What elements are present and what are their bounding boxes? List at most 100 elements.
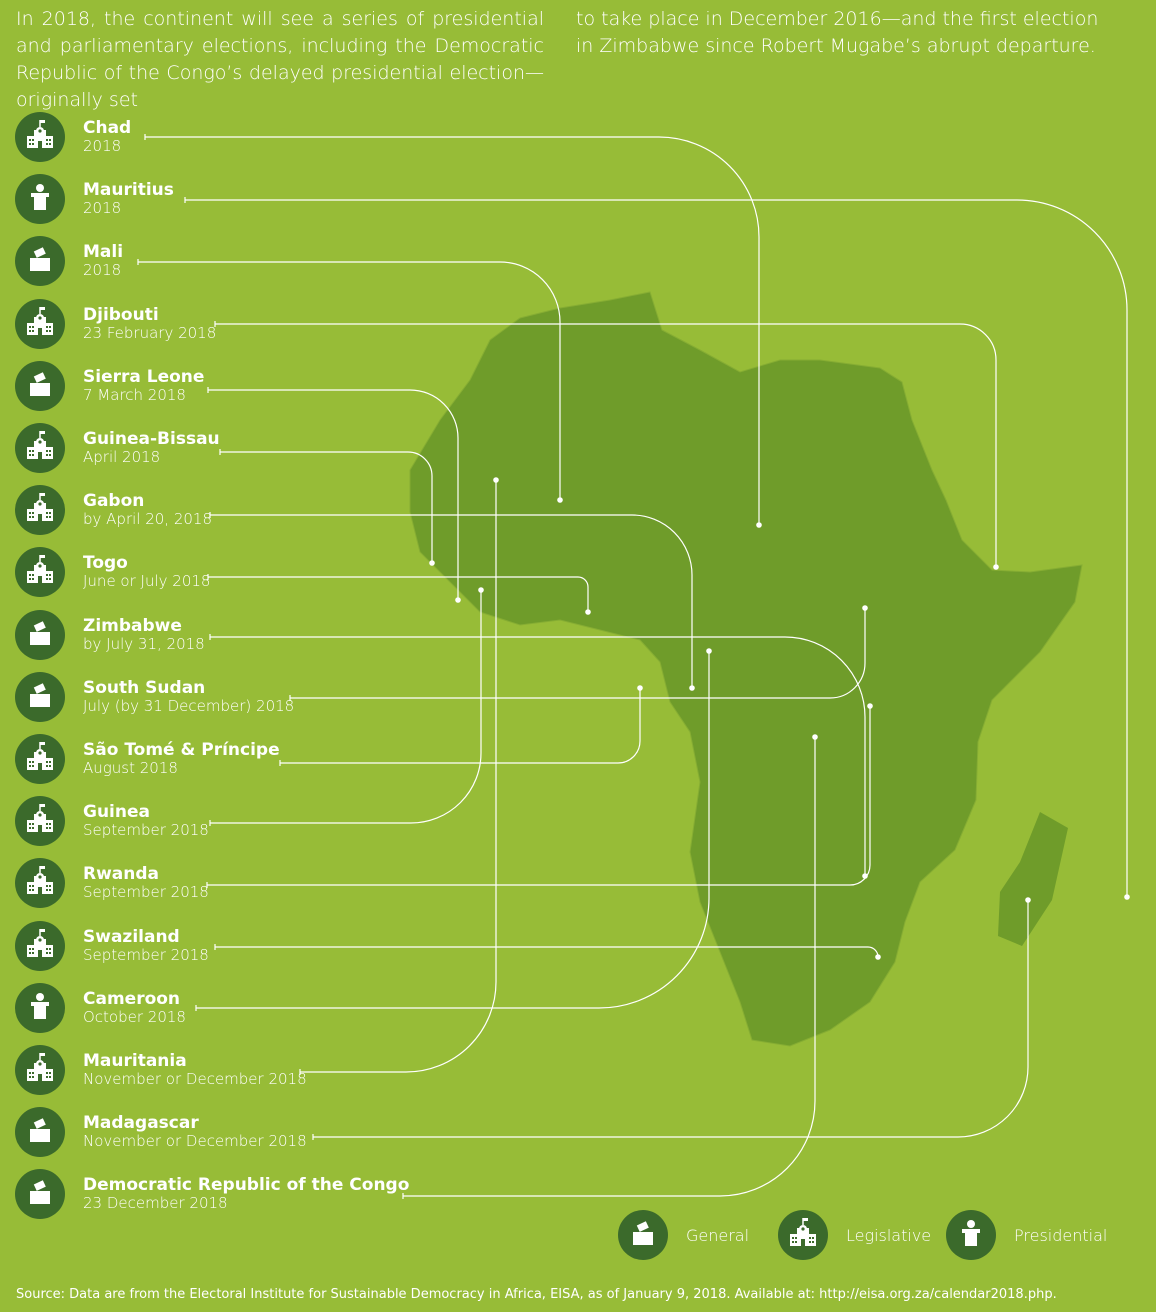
country-marker (867, 703, 873, 709)
building-icon (15, 858, 65, 909)
ballot-box-icon (15, 671, 65, 722)
leader-line (210, 514, 693, 688)
election-item: Mauritania November or December 2018 (15, 1044, 307, 1096)
legend-label: General (686, 1225, 750, 1245)
country-name: South Sudan (83, 677, 206, 698)
leader-line (313, 900, 1029, 1138)
election-date: November or December 2018 (83, 1070, 307, 1088)
election-date: August 2018 (83, 759, 178, 777)
election-date: by April 20, 2018 (83, 510, 213, 529)
country-name: Togo (83, 553, 128, 574)
country-name: Djibouti (83, 304, 159, 325)
election-item: Gabon by April 20, 2018 (15, 484, 212, 536)
country-name: São Tomé & Príncipe (83, 740, 280, 760)
country-name: Mali (83, 242, 124, 263)
country-marker (455, 597, 461, 603)
election-item: Democratic Republic of the Congo 23 Decem… (15, 1168, 409, 1220)
building-icon (15, 796, 65, 847)
election-date: April 2018 (83, 448, 161, 466)
election-item: Sierra Leone 7 March 2018 (15, 360, 204, 412)
country-name: Gabon (83, 491, 145, 512)
election-date: July (by 31 December) 2018 (83, 696, 295, 715)
election-item: Madagascar November or December 2018 (15, 1106, 307, 1158)
election-item: Zimbabwe by July 31, 2018 (15, 609, 205, 661)
country-marker (993, 564, 999, 570)
leader-line (210, 590, 482, 824)
ballot-box-icon (15, 360, 65, 411)
legend-general: General (618, 1210, 749, 1260)
election-item: Togo June or July 2018 (15, 546, 210, 598)
election-date: 2018 (83, 261, 122, 280)
election-date: 23 February 2018 (83, 323, 217, 342)
podium-icon (15, 982, 65, 1033)
election-item: Chad 2018 (15, 111, 131, 163)
election-item: Rwanda September 2018 (15, 857, 209, 909)
country-marker (637, 685, 643, 691)
legend-presidential: Presidential (946, 1210, 1107, 1260)
country-name: Guinea-Bissau (83, 429, 220, 449)
country-marker (493, 477, 499, 483)
ballot-box-icon (15, 1107, 65, 1158)
ballot-box-icon (15, 236, 65, 287)
leader-line (300, 480, 497, 1073)
building-icon (15, 920, 65, 971)
podium-icon (946, 1210, 996, 1260)
intro-text-column-1: In 2018, the continent will see a series… (16, 8, 544, 111)
leader-line (403, 737, 816, 1197)
country-marker (557, 497, 563, 503)
building-icon (778, 1210, 828, 1260)
leader-line (185, 199, 1128, 897)
ballot-box-icon (15, 1169, 65, 1220)
election-item: Cameroon October 2018 (15, 982, 186, 1034)
election-item: Guinea September 2018 (15, 795, 209, 847)
madagascar-island (998, 812, 1068, 946)
building-icon (15, 485, 65, 536)
country-marker (1124, 894, 1130, 900)
country-marker (756, 522, 762, 528)
election-date: 2018 (83, 137, 122, 155)
country-name: Chad (83, 118, 132, 138)
country-marker (862, 605, 868, 611)
election-item: São Tomé & Príncipe August 2018 (15, 733, 280, 785)
country-marker (875, 954, 881, 960)
election-date: October 2018 (83, 1007, 186, 1026)
leader-line (138, 261, 561, 500)
building-icon (15, 734, 65, 784)
election-item: Guinea-Bissau April 2018 (15, 422, 220, 474)
country-name: Mauritius (83, 180, 174, 201)
leader-line (280, 688, 641, 764)
leader-line (220, 451, 433, 563)
election-date: 23 December 2018 (83, 1194, 228, 1213)
election-item: Swaziland September 2018 (15, 920, 209, 972)
country-name: Guinea (83, 802, 150, 823)
country-marker (585, 609, 591, 615)
country-marker (429, 560, 435, 566)
country-name: Swaziland (83, 926, 180, 947)
country-name: Sierra Leone (83, 366, 205, 387)
country-marker (689, 685, 695, 691)
country-name: Mauritania (83, 1051, 187, 1071)
source-note: Source: Data are from the Electoral Inst… (16, 1287, 1057, 1302)
election-date: by July 31, 2018 (83, 634, 205, 653)
country-name: Rwanda (83, 864, 160, 885)
country-marker (478, 587, 484, 593)
election-date: 7 March 2018 (83, 385, 186, 404)
country-name: Democratic Republic of the Congo (83, 1175, 410, 1196)
election-date: September 2018 (83, 821, 209, 840)
election-item: Mauritius 2018 (15, 173, 174, 225)
election-date: November or December 2018 (83, 1132, 307, 1151)
leader-line (215, 323, 997, 567)
country-name: Cameroon (83, 988, 181, 1009)
building-icon (15, 1045, 65, 1095)
leader-line (208, 389, 459, 600)
country-name: Madagascar (83, 1113, 199, 1134)
ballot-box-icon (618, 1210, 668, 1260)
building-icon (15, 423, 65, 473)
country-name: Zimbabwe (83, 615, 182, 636)
leader-line (208, 576, 589, 612)
election-date: September 2018 (83, 945, 209, 964)
election-item: South Sudan July (by 31 December) 2018 (15, 671, 294, 723)
election-item: Djibouti 23 February 2018 (15, 298, 216, 350)
